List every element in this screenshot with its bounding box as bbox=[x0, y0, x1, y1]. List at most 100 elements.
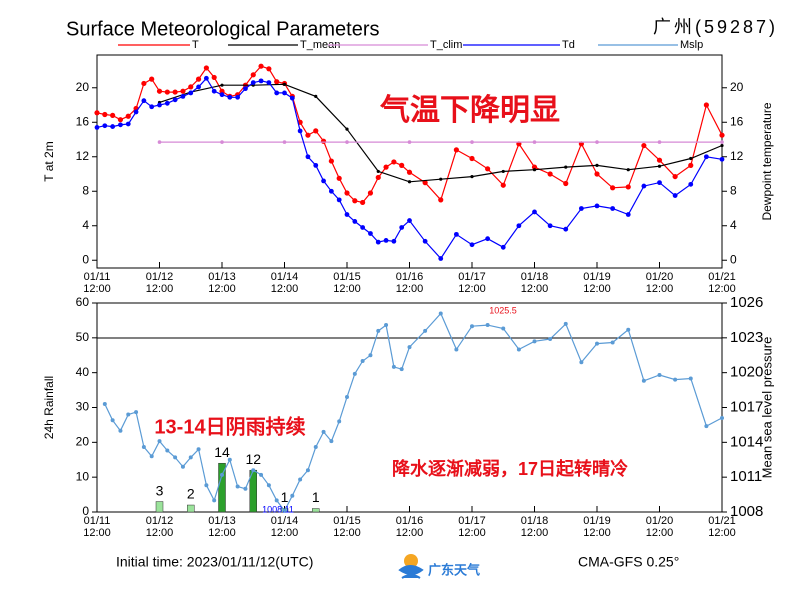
point bbox=[258, 78, 264, 84]
point bbox=[220, 472, 224, 477]
point bbox=[134, 410, 139, 415]
point bbox=[422, 180, 428, 186]
y-tick-label: 20 bbox=[76, 435, 90, 449]
point bbox=[289, 95, 295, 101]
point bbox=[383, 238, 389, 243]
logo-sun bbox=[404, 554, 418, 568]
point bbox=[594, 203, 600, 209]
point bbox=[657, 180, 662, 186]
point bbox=[204, 483, 209, 488]
point bbox=[165, 448, 170, 453]
point bbox=[235, 484, 240, 489]
point bbox=[625, 184, 631, 190]
x-tick-label: 01/18 12:00 bbox=[520, 515, 549, 539]
y2-tick-label: 20 bbox=[730, 80, 744, 94]
point bbox=[172, 97, 178, 103]
x-tick-label: 01/11 12:00 bbox=[83, 271, 111, 295]
y2-tick-label: 16 bbox=[730, 114, 744, 128]
point bbox=[657, 140, 662, 144]
point bbox=[595, 140, 599, 144]
x-tick-label: 01/21 12:00 bbox=[708, 515, 736, 539]
point bbox=[328, 188, 334, 194]
point bbox=[180, 464, 185, 469]
y2-tick-label: 12 bbox=[730, 149, 744, 163]
point bbox=[251, 468, 256, 473]
point bbox=[180, 88, 186, 94]
plot-frame bbox=[96, 302, 723, 513]
point bbox=[149, 454, 154, 459]
point bbox=[641, 378, 646, 383]
point bbox=[375, 239, 381, 245]
legend-label: T bbox=[192, 39, 199, 51]
point bbox=[610, 185, 616, 191]
point bbox=[141, 80, 147, 87]
point bbox=[407, 218, 412, 223]
bar bbox=[155, 501, 164, 513]
point bbox=[94, 125, 100, 130]
point bbox=[399, 162, 405, 168]
point bbox=[485, 236, 491, 242]
point bbox=[469, 155, 475, 162]
bar bbox=[312, 508, 320, 513]
point bbox=[188, 455, 193, 460]
point bbox=[516, 223, 522, 229]
point bbox=[453, 147, 459, 153]
point bbox=[672, 193, 678, 198]
point bbox=[547, 171, 553, 177]
point bbox=[548, 336, 553, 341]
x-tick-label: 01/13 12:00 bbox=[208, 271, 236, 295]
point bbox=[344, 212, 350, 217]
x-tick-label: 01/15 12:00 bbox=[333, 271, 361, 295]
point bbox=[196, 447, 201, 452]
point bbox=[266, 483, 271, 488]
legend-label: T_mean bbox=[300, 39, 340, 51]
point bbox=[657, 372, 662, 377]
point bbox=[422, 238, 428, 244]
point bbox=[305, 154, 311, 160]
point bbox=[563, 321, 568, 326]
point bbox=[352, 371, 357, 376]
point bbox=[469, 242, 475, 248]
point bbox=[547, 223, 553, 229]
point bbox=[313, 162, 319, 168]
point bbox=[118, 122, 123, 128]
point bbox=[470, 174, 474, 179]
point bbox=[516, 347, 521, 352]
annotation: 1008.11 bbox=[262, 504, 294, 514]
bar-value-label: 1 bbox=[312, 489, 320, 505]
x-tick-label: 01/17 12:00 bbox=[458, 271, 486, 295]
point bbox=[313, 128, 319, 134]
point bbox=[500, 182, 506, 188]
point bbox=[704, 424, 709, 429]
point bbox=[125, 113, 131, 119]
series-line bbox=[104, 312, 723, 512]
x-tick-label: 01/18 12:00 bbox=[520, 271, 549, 295]
point bbox=[501, 169, 505, 174]
point bbox=[367, 190, 374, 196]
point bbox=[298, 477, 303, 482]
x-tick-label: 01/16 12:00 bbox=[395, 271, 424, 295]
point bbox=[454, 347, 459, 352]
y2-tick-label: 8 bbox=[730, 183, 737, 197]
point bbox=[321, 178, 326, 184]
point bbox=[157, 102, 162, 108]
point bbox=[212, 498, 217, 503]
x-tick-label: 01/17 12:00 bbox=[458, 515, 486, 539]
point bbox=[453, 231, 459, 237]
y-tick-label: 50 bbox=[76, 330, 90, 344]
x-tick-label: 01/13 12:00 bbox=[208, 515, 236, 539]
point bbox=[407, 140, 412, 144]
point bbox=[641, 142, 647, 149]
point bbox=[110, 112, 116, 118]
point bbox=[407, 345, 412, 350]
point bbox=[375, 174, 381, 181]
point bbox=[407, 180, 412, 184]
point bbox=[579, 360, 584, 365]
point bbox=[188, 84, 194, 90]
point bbox=[532, 209, 537, 215]
point bbox=[578, 206, 584, 211]
point bbox=[720, 415, 724, 420]
point bbox=[282, 90, 287, 96]
point bbox=[274, 90, 280, 96]
x-tick-label: 01/16 12:00 bbox=[395, 515, 424, 539]
